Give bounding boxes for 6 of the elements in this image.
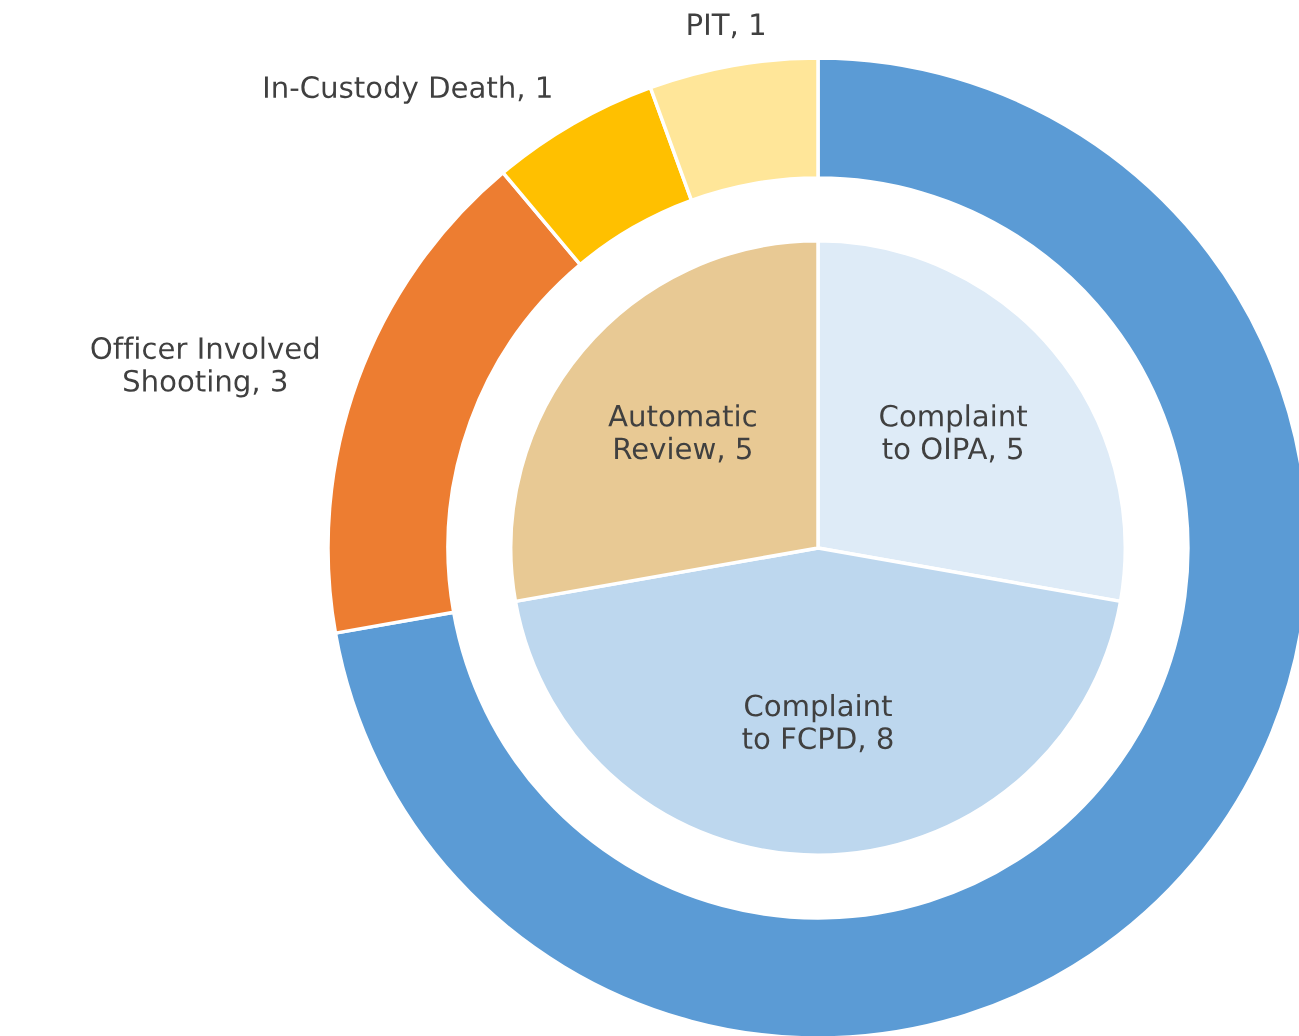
data-label: Automatic Review, 5	[608, 404, 756, 463]
data-label: In-Custody Death, 1	[264, 75, 551, 104]
data-label: Complaint to FCPD, 8	[742, 693, 893, 753]
data-label: PIT, 1	[688, 13, 764, 39]
data-label: Officer Involved Shooting, 3	[91, 336, 319, 398]
data-label: Complaint to OIPA, 5	[880, 404, 1027, 463]
